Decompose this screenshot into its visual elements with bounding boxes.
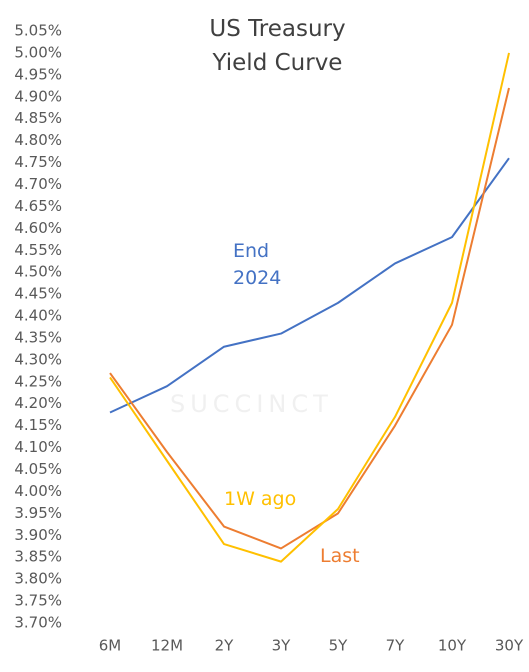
series-line — [109, 52, 510, 563]
y-tick-label: 3.85% — [14, 548, 62, 566]
y-tick-label: 4.35% — [14, 328, 62, 346]
y-tick-label: 4.45% — [14, 285, 62, 303]
y-tick-label: 4.70% — [14, 175, 62, 193]
y-tick-label: 4.90% — [14, 87, 62, 105]
y-tick-label: 3.75% — [14, 592, 62, 610]
x-tick-label: 30Y — [495, 637, 524, 655]
y-tick-label: 4.00% — [14, 482, 62, 500]
x-tick-label: 7Y — [386, 637, 406, 655]
x-tick-label: 10Y — [438, 637, 467, 655]
y-tick-label: 3.95% — [14, 504, 62, 522]
y-tick-label: 5.00% — [14, 43, 62, 61]
y-tick-label: 5.05% — [14, 22, 62, 40]
x-tick-label: 12M — [151, 637, 183, 655]
y-tick-label: 3.90% — [14, 526, 62, 544]
series-label: 1W ago — [224, 488, 297, 510]
x-tick-label: 2Y — [215, 637, 235, 655]
y-tick-label: 4.15% — [14, 416, 62, 434]
series-line — [109, 157, 510, 414]
y-tick-label: 4.25% — [14, 372, 62, 390]
y-tick-label: 4.30% — [14, 350, 62, 368]
x-tick-label: 3Y — [272, 637, 292, 655]
y-tick-label: 4.40% — [14, 307, 62, 325]
y-tick-label: 4.55% — [14, 241, 62, 259]
series-label: Last — [320, 545, 360, 567]
y-tick-label: 4.10% — [14, 438, 62, 456]
y-tick-label: 4.65% — [14, 197, 62, 215]
y-tick-label: 4.95% — [14, 65, 62, 83]
chart-title: US Treasury Yield Curve — [209, 16, 346, 76]
y-tick-label: 4.20% — [14, 394, 62, 412]
series-line — [109, 87, 510, 550]
y-tick-label: 4.85% — [14, 109, 62, 127]
y-tick-label: 4.75% — [14, 153, 62, 171]
y-tick-label: 4.80% — [14, 131, 62, 149]
x-tick-label: 5Y — [329, 637, 349, 655]
watermark: SUCCINCT — [170, 390, 333, 418]
x-tick-label: 6M — [99, 637, 122, 655]
y-tick-label: 3.70% — [14, 614, 62, 632]
y-tick-label: 3.80% — [14, 570, 62, 588]
y-tick-label: 4.60% — [14, 219, 62, 237]
series-label: End 2024 — [233, 240, 282, 289]
y-tick-label: 4.05% — [14, 460, 62, 478]
y-tick-label: 4.50% — [14, 263, 62, 281]
